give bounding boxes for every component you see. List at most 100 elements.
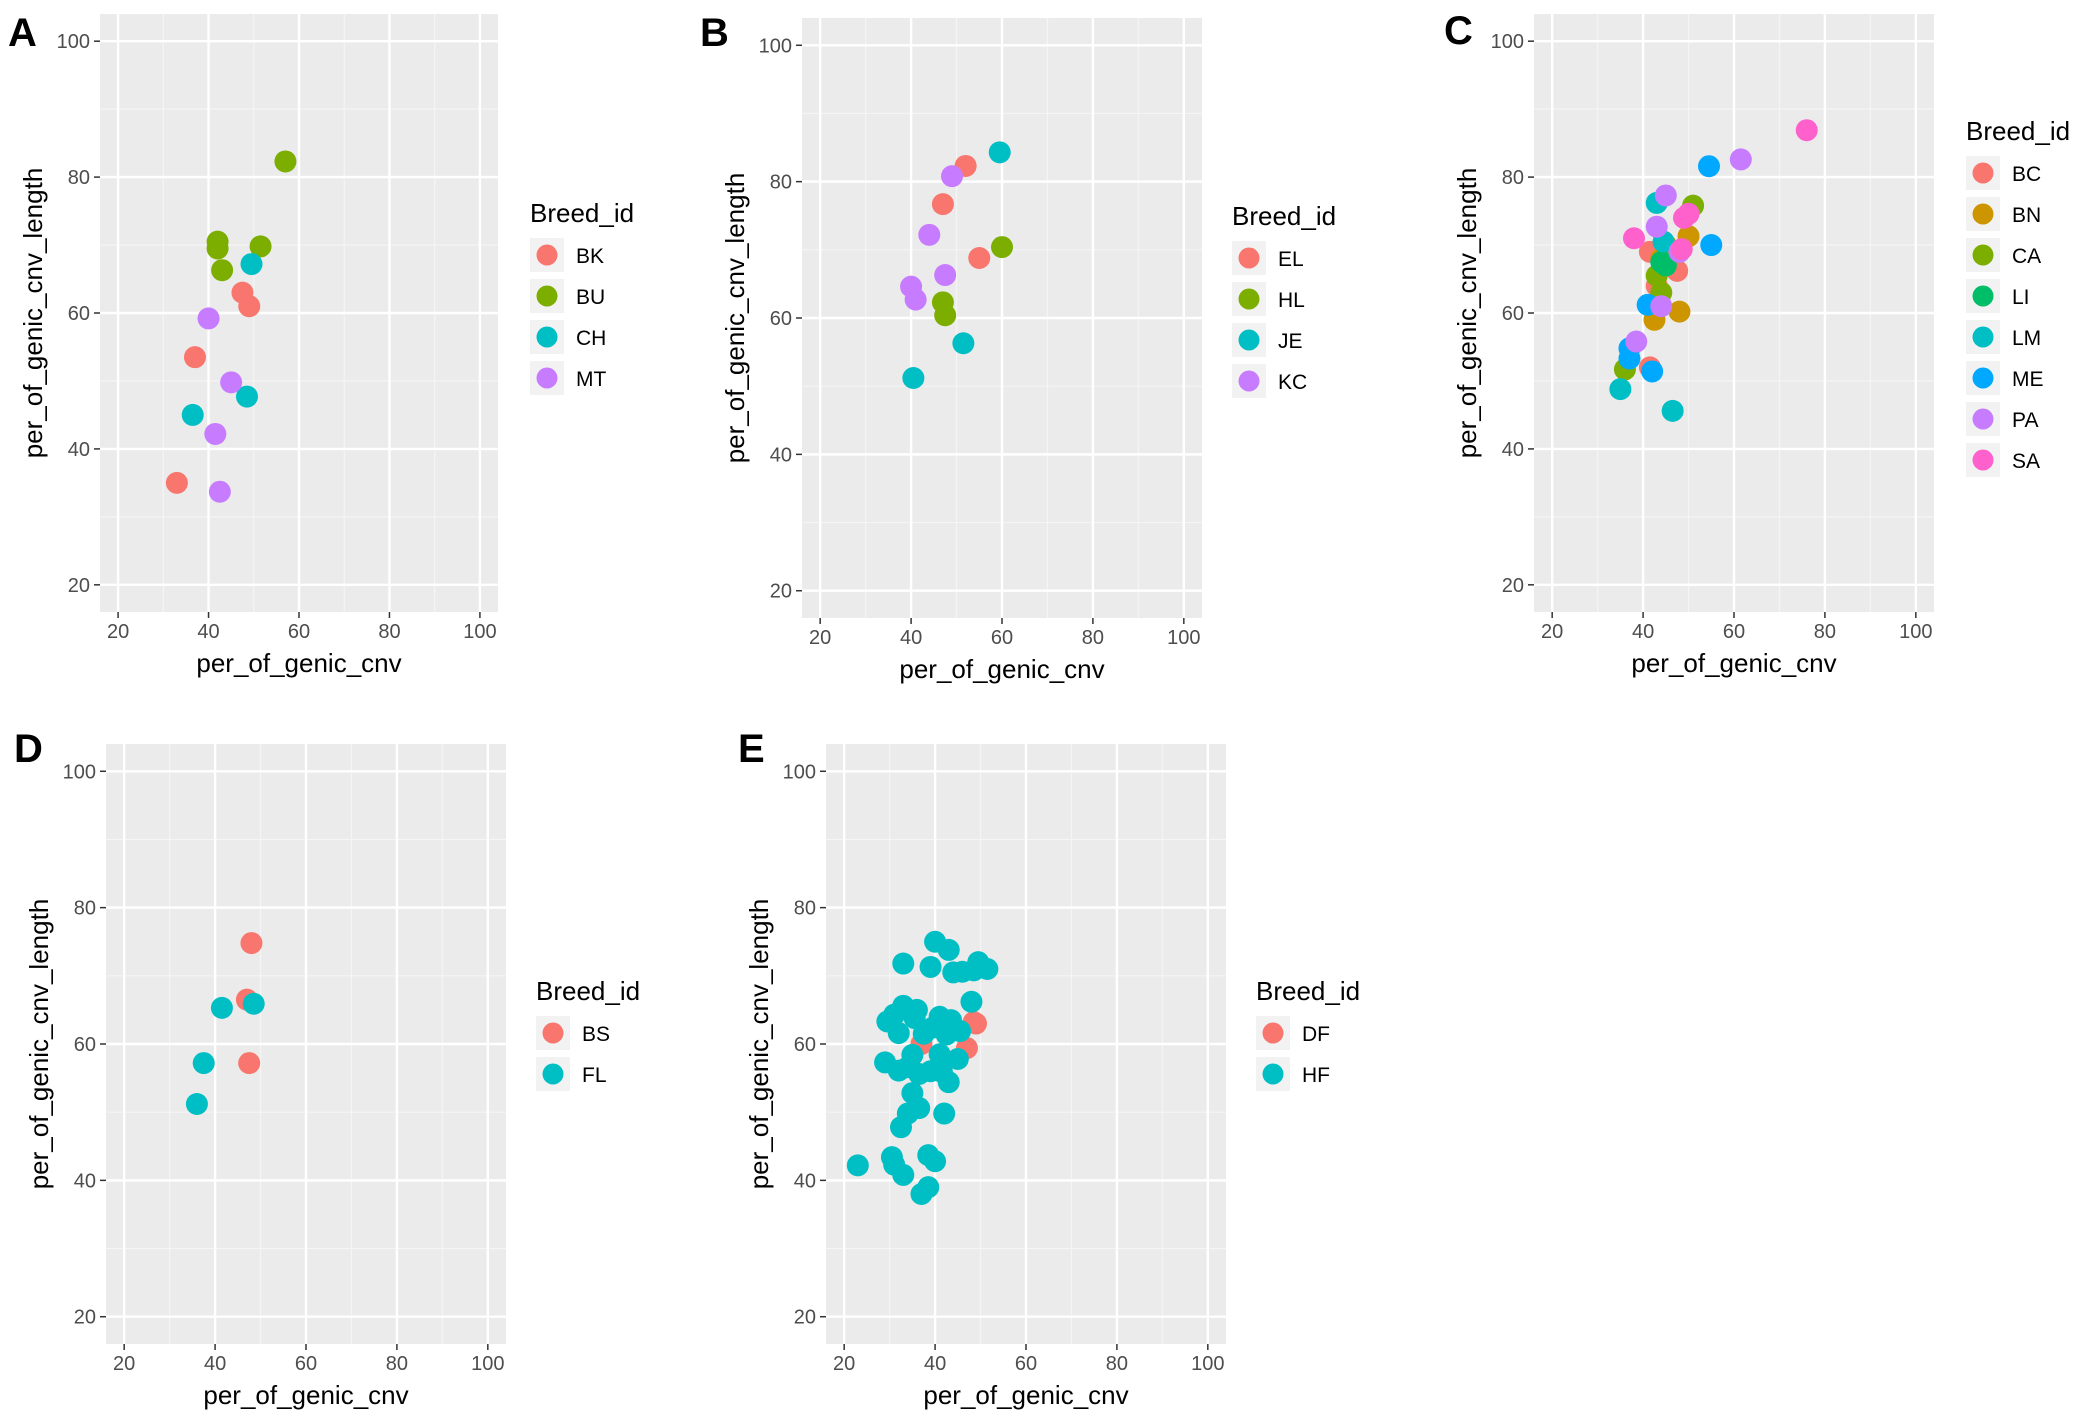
panel-a-x-tick-label: 60 xyxy=(288,621,310,643)
panel-a-legend-label-bk: BK xyxy=(576,245,604,268)
panel-d-point-fl xyxy=(185,1093,208,1115)
panel-a-point-ch xyxy=(240,253,263,276)
panel-c-legend-swatch-lm xyxy=(1972,326,1994,348)
panel-c-legend-label-me: ME xyxy=(2012,368,2044,391)
panel-b-x-tick-label: 80 xyxy=(1082,627,1104,649)
panel-e-point-hf xyxy=(928,1043,951,1066)
panel-d-legend-label-fl: FL xyxy=(582,1064,607,1087)
panel-c-point-pa xyxy=(1654,184,1677,207)
panel-d-x-tick-label: 80 xyxy=(386,1353,408,1375)
panel-d-x-axis-title: per_of_genic_cnv xyxy=(203,1380,408,1410)
panel-a-point-bk xyxy=(165,471,188,494)
panel-d-legend-label-bs: BS xyxy=(582,1023,610,1046)
panel-d-x-tick-label: 20 xyxy=(113,1353,135,1375)
panel-d-label: D xyxy=(14,727,43,771)
panel-a: A 20 40 60 80 100 20 40 60 80 100 per_of_genic_cnv p… xyxy=(8,11,634,678)
panel-e-point-hf xyxy=(919,955,942,978)
panel-e-y-tick-label: 20 xyxy=(794,1307,816,1329)
panel-a-x-axis-title: per_of_genic_cnv xyxy=(196,648,401,678)
panel-c-y-tick-label: 20 xyxy=(1502,575,1524,597)
panel-b-legend-label-el: EL xyxy=(1278,248,1304,271)
panel-e-x-tick-label: 20 xyxy=(833,1353,855,1375)
panel-c-y-tick-label: 100 xyxy=(1491,31,1524,53)
panel-d-y-tick-label: 20 xyxy=(74,1307,96,1329)
panel-c-y-tick-label: 60 xyxy=(1502,303,1524,325)
panel-b-point-kc xyxy=(941,165,963,188)
panel-c-legend-label-sa: SA xyxy=(2012,450,2040,473)
panel-b-y-tick-label: 80 xyxy=(770,172,792,194)
panel-e: E 20 40 60 80 100 20 40 60 80 100 per_of_genic_cnv p… xyxy=(738,727,1360,1410)
panel-c-point-pa xyxy=(1645,215,1668,238)
panel-b-point-hl xyxy=(934,304,957,327)
panel-e-y-tick-label: 40 xyxy=(794,1170,816,1192)
panel-c-y-axis-title: per_of_genic_cnv_length xyxy=(1452,168,1482,459)
panel-e-point-hf xyxy=(908,1097,931,1120)
panel-e-y-tick-label: 60 xyxy=(794,1034,816,1056)
panel-e-legend-label-hf: HF xyxy=(1302,1064,1330,1087)
panel-a-point-bk xyxy=(238,295,261,318)
panel-c-x-axis-title: per_of_genic_cnv xyxy=(1631,648,1836,678)
panel-b-point-el xyxy=(968,247,991,269)
panel-d-point-fl xyxy=(242,992,265,1015)
panel-b-point-hl xyxy=(991,236,1013,259)
panel-a-y-tick-label: 60 xyxy=(68,303,90,325)
panel-b-label: B xyxy=(700,11,729,55)
panel-e-y-axis-title: per_of_genic_cnv_length xyxy=(744,899,774,1190)
panel-e-point-hf xyxy=(846,1154,869,1177)
panel-a-point-mt xyxy=(197,307,220,330)
panel-b-legend-label-kc: KC xyxy=(1278,371,1307,394)
panel-d-legend-title: Breed_id xyxy=(536,976,640,1006)
panel-a-x-tick-label: 20 xyxy=(107,621,129,643)
panel-a-legend-title: Breed_id xyxy=(530,198,634,228)
panel-e-point-hf xyxy=(901,1043,924,1066)
panel-a-y-axis-title: per_of_genic_cnv_length xyxy=(18,168,48,459)
panel-d-point-bs xyxy=(238,1052,261,1075)
panel-b-point-el xyxy=(931,193,954,216)
panel-b-y-axis-title: per_of_genic_cnv_length xyxy=(720,173,750,464)
panel-c-point-bn xyxy=(1668,300,1691,323)
panel-b-legend-swatch-kc xyxy=(1238,370,1260,392)
panel-b-x-tick-label: 60 xyxy=(991,627,1013,649)
panel-c-x-tick-label: 100 xyxy=(1899,621,1932,643)
panel-c-x-tick-label: 60 xyxy=(1723,621,1745,643)
panel-a-point-mt xyxy=(204,422,227,445)
panel-e-point-hf xyxy=(949,1020,972,1043)
panel-c-legend-label-bc: BC xyxy=(2012,163,2041,186)
panel-b-x-tick-label: 100 xyxy=(1167,627,1200,649)
panel-c-legend-title: Breed_id xyxy=(1966,116,2070,146)
panel-e-point-hf xyxy=(892,1163,915,1186)
panel-b-x-tick-label: 40 xyxy=(900,627,922,649)
panel-a-point-bu xyxy=(274,150,297,173)
panel-c-legend-swatch-ca xyxy=(1972,244,1994,266)
panel-b-x-axis-title: per_of_genic_cnv xyxy=(899,654,1104,684)
panel-c-point-sa xyxy=(1795,119,1818,142)
panel-e-point-hf xyxy=(933,1102,956,1125)
panel-c-point-pa xyxy=(1729,148,1752,171)
panel-a-x-tick-label: 80 xyxy=(378,621,400,643)
panel-d-legend-swatch-bs xyxy=(542,1022,564,1044)
panel-e-point-hf xyxy=(892,952,915,975)
panel-b-legend-swatch-hl xyxy=(1238,288,1260,310)
panel-e-point-hf xyxy=(937,938,960,961)
panel-e-legend-label-df: DF xyxy=(1302,1023,1330,1046)
panel-b-x-tick-label: 20 xyxy=(809,627,831,649)
panel-c-legend-swatch-pa xyxy=(1972,408,1994,430)
panel-c-legend-swatch-me xyxy=(1972,367,1994,389)
panel-e-point-hf xyxy=(924,1150,947,1173)
panel-d-y-axis-title: per_of_genic_cnv_length xyxy=(24,899,54,1190)
panel-e-point-hf xyxy=(887,1022,910,1045)
panel-c-x-tick-label: 20 xyxy=(1541,621,1563,643)
panel-b-point-je xyxy=(902,367,925,389)
panel-a-point-ch xyxy=(181,403,204,426)
panel-c: C 20 40 60 80 100 20 40 60 80 100 per_of_genic_cnv p… xyxy=(1444,9,2070,678)
panel-c-point-lm xyxy=(1609,378,1632,401)
panel-c-point-me xyxy=(1641,360,1664,383)
panel-d-x-tick-label: 40 xyxy=(204,1353,226,1375)
panel-e-legend-swatch-hf xyxy=(1262,1063,1284,1085)
panel-d-legend-swatch-fl xyxy=(542,1063,564,1085)
panel-c-y-tick-label: 40 xyxy=(1502,439,1524,461)
panel-e-x-tick-label: 100 xyxy=(1191,1353,1224,1375)
panel-a-legend-swatch-mt xyxy=(536,367,558,389)
panel-a-legend-swatch-bu xyxy=(536,285,558,307)
